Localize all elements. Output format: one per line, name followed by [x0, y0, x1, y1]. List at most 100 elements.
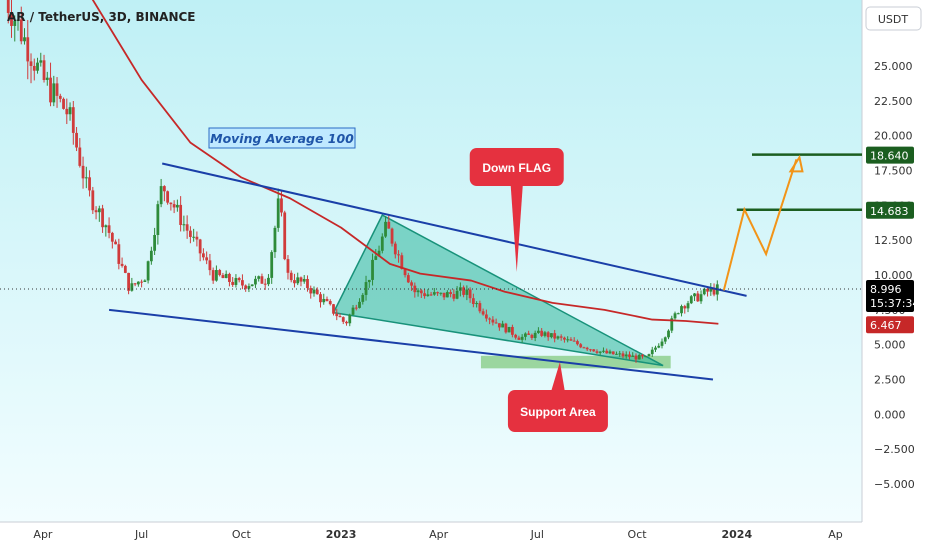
- candle: [634, 353, 638, 363]
- candle-body: [16, 19, 20, 22]
- moving-average-line: [91, 0, 719, 325]
- candle: [589, 348, 592, 352]
- candle: [592, 349, 596, 352]
- candle-body: [302, 278, 306, 282]
- candle: [572, 337, 576, 342]
- x-tick-label: Apr: [33, 528, 53, 541]
- candle: [208, 253, 212, 276]
- candle: [250, 284, 254, 287]
- candle: [42, 54, 46, 83]
- x-tick-label: Apr: [429, 528, 449, 541]
- candle: [546, 331, 550, 341]
- candle-body: [289, 272, 293, 281]
- candle-body: [354, 307, 358, 309]
- candle: [527, 330, 531, 335]
- candle: [146, 260, 150, 284]
- y-tick-label: 2.500: [874, 374, 906, 387]
- currency-button-label[interactable]: USDT: [878, 13, 909, 26]
- candle: [624, 351, 628, 359]
- candle-body: [306, 278, 309, 289]
- candle-body: [533, 332, 537, 339]
- support-area-pointer: [550, 362, 565, 392]
- candle: [29, 53, 33, 84]
- candle-body: [504, 323, 508, 333]
- candle-body: [198, 239, 202, 254]
- x-tick-label: 2024: [722, 528, 753, 541]
- y-tick-label: 25.000: [874, 60, 913, 73]
- candle-body: [49, 77, 52, 103]
- candle: [358, 298, 361, 309]
- candle-body: [293, 280, 296, 284]
- candle-body: [97, 208, 101, 213]
- candle: [195, 231, 199, 247]
- candle: [686, 300, 690, 313]
- y-tick-label: 0.000: [874, 408, 906, 421]
- candle: [471, 293, 475, 308]
- candle: [273, 225, 277, 258]
- candle-body: [136, 281, 140, 285]
- candle: [462, 285, 466, 298]
- candle: [501, 320, 505, 328]
- current-price-tag-text: 8.996: [870, 283, 902, 296]
- candle-body: [416, 290, 420, 293]
- candle-body: [540, 330, 544, 336]
- candle-body: [693, 293, 696, 297]
- candle-body: [104, 225, 108, 228]
- candle: [133, 282, 137, 287]
- candle-body: [589, 349, 592, 351]
- candle: [341, 316, 345, 325]
- candle: [23, 28, 26, 45]
- candle-body: [107, 225, 111, 233]
- candle-body: [335, 313, 339, 317]
- candle-body: [380, 236, 384, 251]
- candle: [6, 0, 10, 24]
- candle-body: [611, 351, 615, 355]
- current-price-tag-text: 15:37:34: [870, 297, 919, 310]
- x-tick-label: Oct: [232, 528, 252, 541]
- candle-body: [543, 332, 547, 336]
- candle: [45, 71, 49, 86]
- candle-body: [202, 253, 205, 258]
- candle-body: [702, 288, 706, 295]
- candle-body: [689, 296, 693, 304]
- candle-body: [452, 294, 456, 299]
- candle: [345, 320, 348, 326]
- candle-body: [647, 354, 651, 357]
- candle-body: [36, 62, 39, 71]
- candle-body: [494, 322, 498, 324]
- candle-body: [637, 354, 641, 360]
- candle: [13, 15, 17, 42]
- candle-body: [75, 132, 78, 148]
- down-flag-pointer: [510, 186, 523, 272]
- candle: [709, 283, 713, 296]
- candle: [712, 283, 716, 297]
- candle-body: [419, 290, 423, 294]
- currency-button[interactable]: USDT: [865, 6, 922, 31]
- candle: [123, 264, 127, 274]
- candle: [247, 283, 251, 293]
- candle-body: [153, 234, 157, 251]
- candle-body: [510, 326, 514, 335]
- candle-body: [676, 313, 680, 315]
- candle-body: [527, 333, 531, 335]
- down-flag-box: [469, 148, 564, 186]
- candle-body: [120, 263, 124, 266]
- candle: [449, 289, 452, 298]
- candle-body: [133, 283, 137, 285]
- candle-body: [550, 333, 553, 338]
- candle-body: [546, 332, 550, 338]
- candle-body: [6, 0, 10, 13]
- candle-body: [605, 350, 609, 354]
- candle-body: [423, 293, 426, 297]
- candle: [676, 312, 680, 315]
- candle: [263, 278, 267, 290]
- candle-body: [576, 341, 579, 345]
- candle-body: [26, 37, 30, 62]
- candle: [237, 276, 241, 283]
- candle-body: [234, 278, 238, 285]
- candle: [289, 270, 293, 283]
- currency-button-box[interactable]: [865, 6, 922, 31]
- candle: [667, 329, 670, 340]
- candle: [553, 329, 557, 343]
